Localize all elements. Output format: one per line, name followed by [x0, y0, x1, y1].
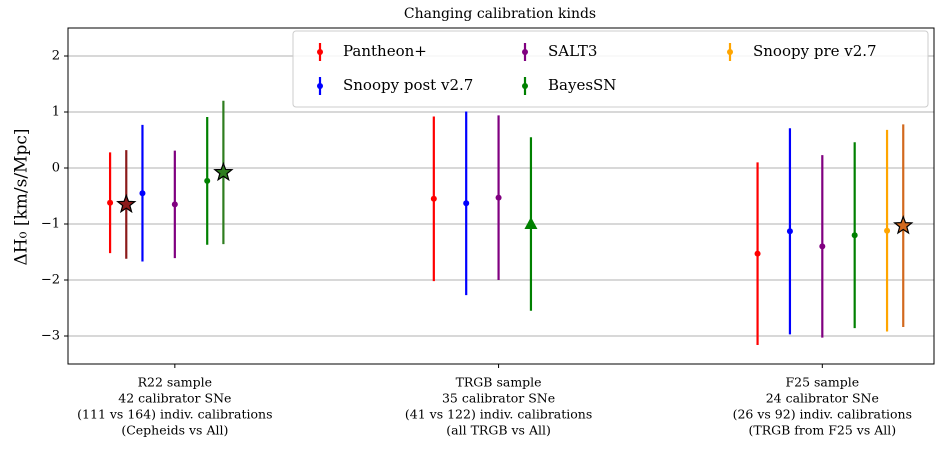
- legend-label: Pantheon+: [343, 42, 427, 60]
- y-tick-label: 2: [52, 49, 60, 64]
- x-tick-label: (Cepheids vs All): [121, 423, 228, 438]
- legend-label: Snoopy pre v2.7: [753, 42, 877, 60]
- x-tick-label: (41 vs 122) indiv. calibrations: [405, 407, 592, 422]
- legend-swatch: [727, 49, 733, 55]
- legend-swatch: [522, 49, 528, 55]
- y-tick-label: −2: [41, 273, 60, 288]
- point: [884, 227, 891, 234]
- x-tick-label: TRGB sample: [456, 375, 542, 390]
- legend-label: Snoopy post v2.7: [343, 76, 473, 94]
- point: [851, 232, 858, 239]
- point: [463, 200, 470, 207]
- point: [204, 177, 211, 184]
- point: [139, 190, 146, 197]
- x-tick-label: 42 calibrator SNe: [118, 391, 231, 406]
- point: [786, 228, 793, 235]
- star-marker: [116, 193, 137, 214]
- legend-swatch: [317, 83, 323, 89]
- chart-title: Changing calibration kinds: [404, 6, 596, 22]
- point: [107, 199, 114, 206]
- y-tick-label: 0: [52, 161, 60, 176]
- point: [754, 250, 761, 257]
- point: [819, 243, 826, 250]
- star-marker: [893, 214, 914, 235]
- point: [495, 194, 502, 201]
- x-tick-label: F25 sample: [785, 375, 859, 390]
- y-tick-label: 1: [52, 105, 60, 120]
- x-tick-label: (111 vs 164) indiv. calibrations: [77, 407, 272, 422]
- point: [171, 201, 178, 208]
- x-tick-label: 24 calibrator SNe: [766, 391, 879, 406]
- plot-frame: [67, 27, 935, 365]
- star-marker: [213, 161, 234, 182]
- y-tick-label: −3: [41, 329, 60, 344]
- legend-swatch: [317, 49, 323, 55]
- legend-label: SALT3: [548, 42, 597, 60]
- triangle-marker: [524, 217, 538, 229]
- x-tick-label: 35 calibrator SNe: [442, 391, 555, 406]
- y-tick-label: −1: [41, 217, 60, 232]
- x-tick-label: R22 sample: [138, 375, 212, 390]
- point: [430, 195, 437, 202]
- legend-label: BayesSN: [548, 76, 616, 94]
- y-axis-label: ΔH₀ [km/s/Mpc]: [12, 129, 32, 266]
- legend-box: [292, 30, 929, 108]
- legend-swatch: [522, 83, 528, 89]
- x-tick-label: (TRGB from F25 vs All): [748, 423, 896, 438]
- x-tick-label: (all TRGB vs All): [446, 423, 551, 438]
- x-tick-label: (26 vs 92) indiv. calibrations: [733, 407, 912, 422]
